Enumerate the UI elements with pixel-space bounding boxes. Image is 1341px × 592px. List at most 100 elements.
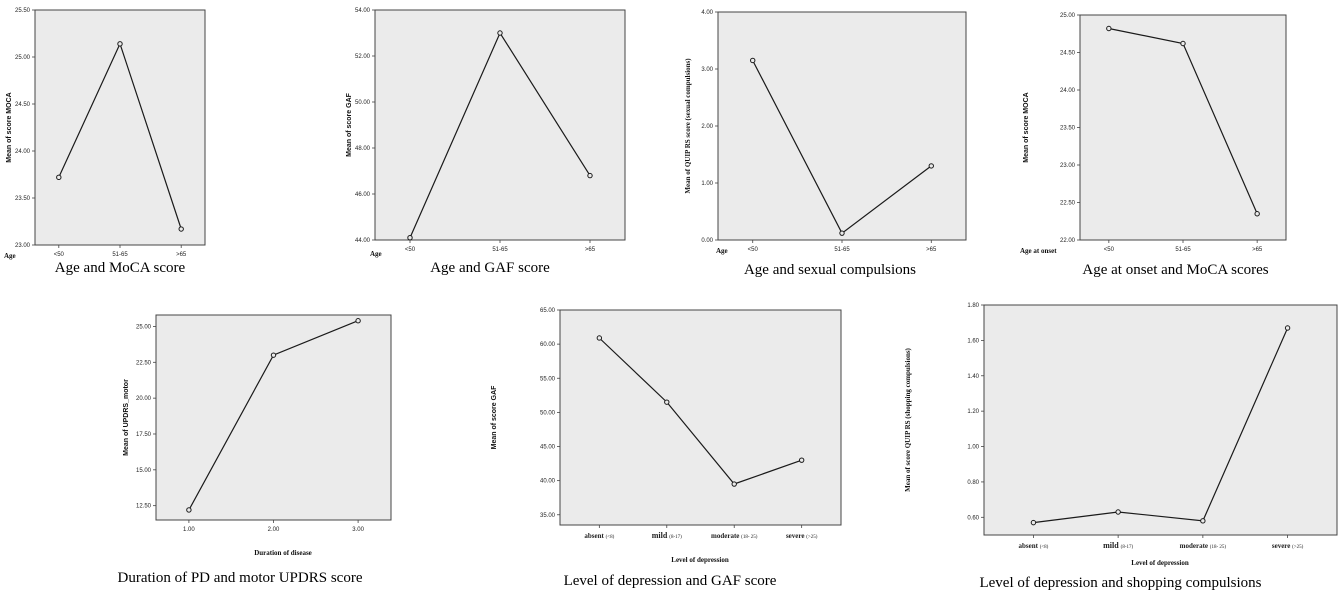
y-tick-label: 22.50 [1060,201,1076,207]
plot-area [983,304,1338,536]
x-tick-label: 51-65 [834,247,850,253]
data-point [928,163,934,169]
data-point [186,507,192,513]
y-tick-label: 17.50 [136,432,152,438]
y-tick-label: 60.00 [540,342,556,348]
data-point [1254,211,1260,217]
chart-caption: Level of depression and shopping compuls… [979,575,1262,591]
x-axis-label: Level of depression [1131,559,1189,567]
y-tick-label: 24.00 [1060,88,1076,94]
plot-area [1079,14,1287,241]
y-tick-label: 23.50 [15,196,31,202]
x-tick-label: <50 [54,252,65,258]
data-point [798,457,805,463]
data-point [56,174,62,181]
y-tick-label: 15.00 [136,468,152,474]
chart-panel-age-sexual: 0.00 1.00 2.00 3.00 4.00 <50 51-65 >65 Age Mean o… [680,0,980,285]
x-tick-label: >65 [926,247,937,253]
y-tick-label: 23.50 [1060,126,1076,132]
y-tick-label: 25.00 [136,324,152,330]
y-tick-label: 50.00 [355,100,371,106]
data-point [1200,518,1206,524]
y-axis-label: Mean of UPDRS_motor [123,379,130,456]
chart-caption: Level of depression and GAF score [563,573,777,589]
y-tick-label: 50.00 [540,410,556,416]
x-tick-label: 51-65 [112,252,128,258]
y-tick-label: 35.00 [540,513,556,519]
x-tick-label: absent (<8) [584,532,614,540]
y-tick-label: 45.00 [540,445,556,451]
chart-caption: Age and MoCA score [54,260,186,276]
y-axis-label: Mean of score MOCA [6,92,13,162]
x-tick-label: mild (8-17) [1103,541,1133,550]
y-axis-label: Mean of score MOCA [1023,92,1030,162]
y-tick-label: 24.00 [15,149,31,155]
data-point [355,318,361,324]
y-tick-label: 52.00 [355,54,371,60]
data-point [664,399,670,405]
data-point [596,335,603,341]
y-tick-label: 24.50 [1060,51,1076,57]
chart-panel-depression-gaf: 35.00 40.00 45.00 50.00 55.00 60.00 65.00 absen… [480,295,860,592]
y-tick-label: 24.50 [15,102,31,108]
y-tick-label: 25.50 [15,8,31,14]
y-tick-label: 54.00 [355,8,371,14]
plot-area [559,309,842,526]
chart-caption: Duration of PD and motor UPDRS score [117,570,363,586]
y-tick-label: 55.00 [540,376,556,382]
y-tick-label: 0.60 [967,515,979,521]
chart-caption: Age at onset and MoCA scores [1082,262,1269,278]
chart-svg: 44.00 46.00 48.00 50.00 52.00 54.00 <50 51-65 >6… [346,8,626,258]
y-tick-label: 1.20 [967,409,979,415]
data-point [731,481,737,487]
series-line [598,337,802,485]
x-axis-label: Level of depression [671,556,729,564]
data-point [839,230,845,236]
plot-area [374,9,626,241]
y-tick-label: 23.00 [15,243,31,249]
x-tick-label: absent (<8) [1018,542,1048,550]
x-tick-label: >65 [1252,247,1263,253]
x-axis-label: Age [716,247,728,255]
chart-panel-onset-moca: 22.00 22.50 23.00 23.50 24.00 24.50 25.00 <50 51… [1010,0,1341,285]
data-point [407,235,413,241]
y-tick-label: 1.00 [967,445,979,451]
x-tick-label: >65 [176,252,187,258]
x-tick-label: 51-65 [1175,247,1191,253]
x-tick-label: <50 [405,247,416,253]
x-tick-label: <50 [1104,247,1115,253]
x-axis-label: Age [4,252,16,260]
plot-area [155,314,392,521]
y-tick-label: 25.00 [15,55,31,61]
y-tick-label: 1.60 [967,338,979,344]
y-tick-label: 2.00 [701,124,713,130]
x-tick-label: 3.00 [352,527,364,533]
chart-svg: 0.60 0.80 1.00 1.20 1.40 1.60 1.80 absent (<8) m… [904,303,1338,567]
x-axis-label: Duration of disease [254,549,312,557]
y-tick-label: 65.00 [540,308,556,314]
data-point [117,41,123,47]
chart-panel-depression-shopping: 0.60 0.80 1.00 1.20 1.40 1.60 1.80 absent (<8) m… [900,295,1341,592]
x-tick-label: moderate (18- 25) [711,532,758,540]
series-line [1033,327,1289,524]
chart-panel-age-gaf: 44.00 46.00 48.00 50.00 52.00 54.00 <50 51-65 >6… [340,0,640,285]
plot-area [717,11,967,241]
y-tick-label: 1.40 [967,374,979,380]
x-tick-label: moderate (18- 25) [1180,542,1227,550]
data-point [1030,519,1037,526]
chart-caption: Age and sexual compulsions [743,262,917,278]
y-tick-label: 22.50 [136,360,152,366]
data-point [750,57,756,64]
x-tick-label: 2.00 [268,527,280,533]
x-tick-label: >65 [585,247,596,253]
y-tick-label: 48.00 [355,146,371,152]
chart-panel-duration-updrs: 12.50 15.00 17.50 20.00 22.50 25.00 1.00 2.00 3.… [70,295,410,592]
x-axis-label: Age at onset [1020,247,1057,255]
data-point [1284,325,1291,331]
x-tick-label: <50 [748,247,759,253]
x-axis-label: Age [370,250,382,258]
y-axis-label: Mean of score QUIP RS (shopping compulsi… [904,347,912,491]
data-point [178,226,184,232]
x-tick-label: mild (8-17) [652,531,682,540]
chart-svg: 12.50 15.00 17.50 20.00 22.50 25.00 1.00 2.00 3.… [123,314,392,557]
